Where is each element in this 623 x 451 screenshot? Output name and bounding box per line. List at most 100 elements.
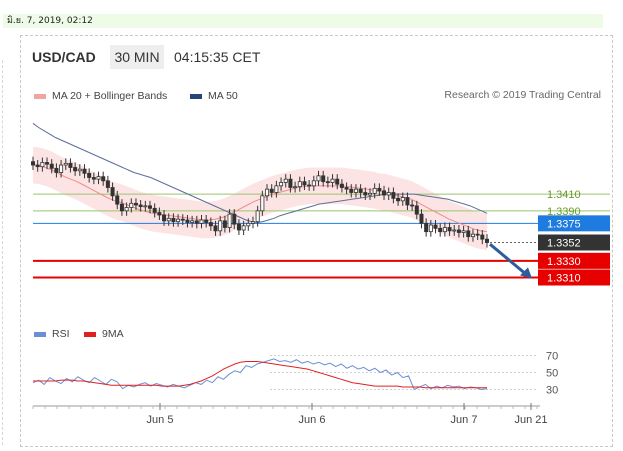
candle-body: [353, 188, 358, 193]
candle-body: [91, 177, 96, 180]
candle: [363, 187, 368, 200]
rsi-tick-50: 50: [546, 368, 558, 380]
candle-body: [438, 227, 443, 233]
forecast-arrow-head: [520, 267, 532, 279]
level-tag-1.3352: [538, 234, 610, 251]
candle: [222, 215, 227, 233]
candle: [344, 182, 349, 195]
candle: [246, 218, 251, 231]
candle-body: [470, 233, 475, 238]
candle: [138, 200, 143, 212]
pair-label: USD/CAD: [32, 49, 96, 65]
candle: [288, 174, 293, 193]
candle-body: [213, 225, 218, 232]
legend-9ma: 9MA: [84, 328, 124, 340]
candle-body: [424, 222, 429, 233]
candle-body: [367, 192, 372, 196]
candle-body: [190, 220, 195, 223]
candle-body: [269, 188, 274, 193]
candle: [372, 183, 377, 199]
candle-body: [199, 219, 204, 224]
candle: [260, 190, 265, 216]
candle: [124, 202, 129, 216]
candle-body: [302, 181, 307, 186]
rsi-line: [32, 358, 488, 391]
candle-body: [59, 164, 64, 173]
candle: [40, 157, 45, 172]
candle-body: [63, 162, 68, 166]
candle: [30, 156, 35, 170]
forecast-arrow-shaft: [489, 243, 527, 276]
candle-body: [293, 186, 298, 189]
x-tick-Jun-7: Jun 7: [451, 414, 478, 426]
candle: [91, 172, 96, 185]
candle: [190, 215, 195, 228]
candle: [386, 187, 391, 200]
rsi-swatch: [34, 331, 46, 337]
candle-body: [274, 185, 279, 193]
candle: [152, 203, 157, 218]
candle-body: [316, 175, 321, 182]
candle-body: [433, 224, 438, 229]
ma20-line: [32, 164, 488, 233]
candle-body: [166, 217, 171, 222]
candle-body: [152, 207, 157, 213]
candle-body: [218, 220, 223, 232]
candle-body: [227, 213, 232, 228]
candle-body: [363, 192, 368, 196]
candle-body: [250, 221, 255, 224]
candle-body: [73, 167, 78, 172]
candle-body: [157, 212, 162, 216]
candle: [484, 234, 489, 248]
candle: [349, 184, 354, 198]
rsi-tick-30: 30: [546, 385, 558, 397]
candle-body: [400, 197, 405, 202]
candle: [54, 163, 59, 178]
candle-body: [124, 207, 129, 212]
research-credit: Research © 2019 Trading Central: [444, 89, 601, 101]
level-label-1.3375: 1.3375: [547, 218, 581, 230]
candle-body: [428, 224, 433, 233]
candle-body: [335, 178, 340, 185]
candle: [199, 215, 204, 229]
candle: [470, 229, 475, 242]
candle: [316, 170, 321, 186]
ma9-swatch: [84, 331, 96, 337]
candle: [274, 180, 279, 198]
candle-body: [54, 167, 59, 173]
level-label-1.3310: 1.3310: [547, 273, 581, 285]
candle: [162, 210, 167, 226]
candle-body: [377, 187, 382, 192]
candle-body: [414, 205, 419, 215]
candle: [297, 176, 302, 192]
ma20-swatch: [34, 93, 46, 99]
left-divider: [2, 60, 3, 445]
legend-9ma-label: 9MA: [102, 328, 124, 340]
candle-body: [265, 188, 270, 197]
candle: [433, 220, 438, 234]
candle: [456, 225, 461, 238]
candle: [59, 160, 64, 178]
candle-body: [101, 176, 106, 182]
candle: [452, 225, 457, 236]
candle-body: [339, 183, 344, 188]
candle-body: [204, 219, 209, 223]
candle: [283, 174, 288, 188]
candle: [227, 209, 232, 233]
candle: [110, 182, 115, 201]
candle-body: [358, 188, 363, 193]
candle: [82, 164, 87, 179]
candle: [101, 171, 106, 186]
candle: [105, 175, 110, 193]
level-label-1.3330: 1.3330: [547, 256, 581, 268]
candle: [143, 200, 148, 212]
x-tick-Jun-6: Jun 6: [299, 414, 326, 426]
candle-body: [162, 214, 167, 222]
candle-body: [105, 180, 110, 188]
candle: [148, 200, 153, 214]
candle-body: [35, 164, 40, 168]
candle-body: [475, 233, 480, 236]
candle-body: [396, 197, 401, 202]
x-tick-Jun-5: Jun 5: [147, 414, 174, 426]
candle-body: [119, 203, 124, 212]
